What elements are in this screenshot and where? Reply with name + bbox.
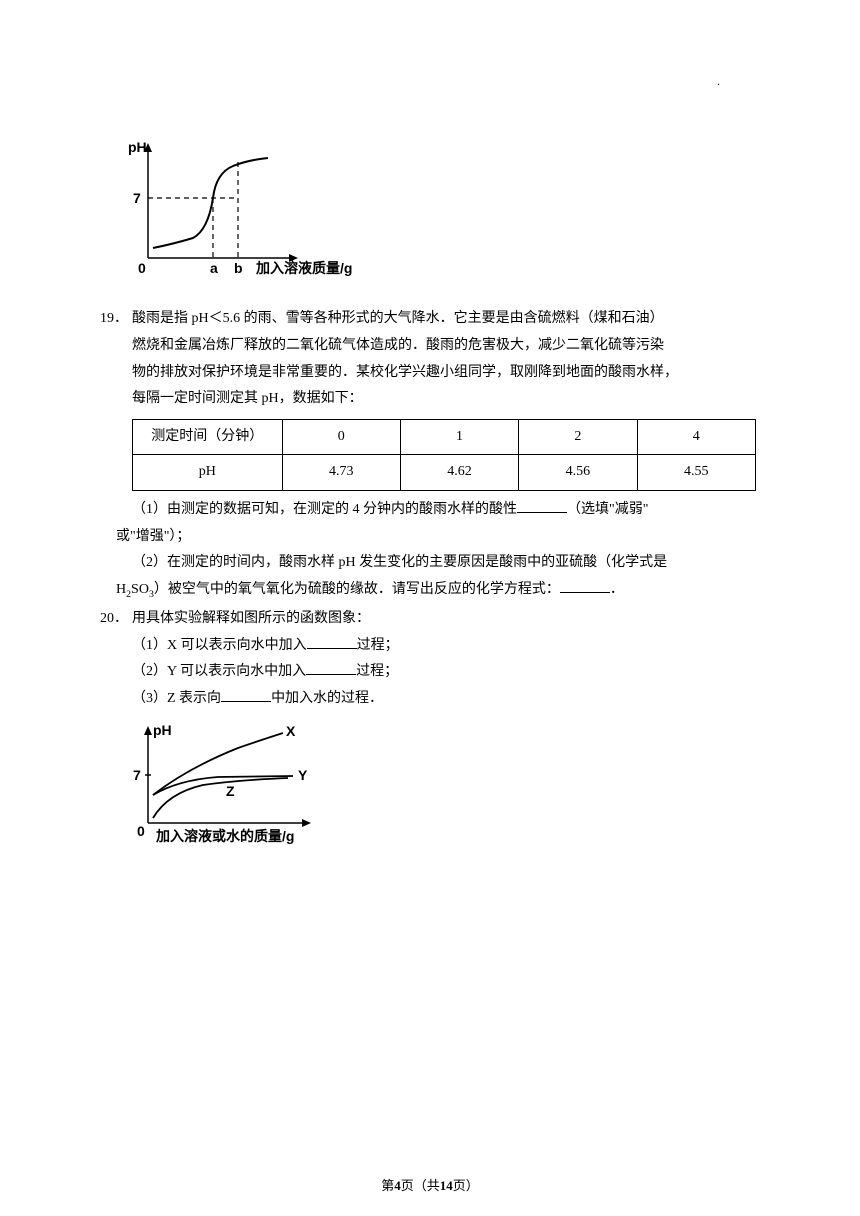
th-2: 2 bbox=[519, 419, 637, 455]
table-header-row: 测定时间（分钟） 0 1 2 4 bbox=[133, 419, 756, 455]
q19-line3: 物的排放对保护环境是非常重要的．某校化学兴趣小组同学，取刚降到地面的酸雨水样， bbox=[100, 360, 760, 387]
td-ph-4: 4.55 bbox=[637, 455, 755, 491]
blank-4[interactable] bbox=[306, 661, 356, 675]
q20-sub3b: 中加入水的过程． bbox=[271, 691, 383, 706]
q20-sub1b: 过程； bbox=[357, 638, 399, 653]
chart2-label-y: Y bbox=[298, 767, 308, 783]
th-time: 测定时间（分钟） bbox=[133, 419, 283, 455]
td-ph-2: 4.56 bbox=[519, 455, 637, 491]
blank-5[interactable] bbox=[221, 688, 271, 702]
chart1-origin: 0 bbox=[138, 260, 146, 276]
ph-time-table: 测定时间（分钟） 0 1 2 4 pH 4.73 4.62 4.56 4.55 bbox=[132, 419, 756, 491]
chart1-xtick-a: a bbox=[210, 260, 218, 276]
h2so3-h: H bbox=[116, 582, 126, 597]
page-dot: . bbox=[100, 70, 760, 93]
chart2-origin: 0 bbox=[137, 823, 145, 839]
chart2-label-z: Z bbox=[226, 783, 235, 799]
table-row: pH 4.73 4.62 4.56 4.55 bbox=[133, 455, 756, 491]
th-4: 4 bbox=[637, 419, 755, 455]
footer-c: 页（共 bbox=[401, 1178, 440, 1193]
page-footer: 第4页（共14页） bbox=[0, 1175, 860, 1194]
q20-sub1: （1）X 可以表示向水中加入 过程； bbox=[100, 633, 760, 660]
q20-sub3a: （3）Z 表示向 bbox=[132, 691, 221, 706]
chart-ph-titration: pH 7 0 a b 加入溶液质量/g bbox=[128, 138, 760, 299]
chart2-ylabel: pH bbox=[153, 723, 172, 738]
q19-line1: 酸雨是指 pH＜5.6 的雨、雪等各种形式的大气降水．它主要是由含硫燃料（煤和石… bbox=[132, 306, 760, 333]
q20-sub1a: （1）X 可以表示向水中加入 bbox=[132, 638, 307, 653]
chart2-label-x: X bbox=[286, 723, 296, 739]
q19-number: 19． bbox=[100, 306, 132, 333]
q20-line1: 用具体实验解释如图所示的函数图象： bbox=[132, 606, 760, 633]
q19-sub1c: 或"增强"）； bbox=[100, 524, 760, 551]
q19-sub2-line2: H2SO3）被空气中的氧气氧化为硫酸的缘故．请写出反应的化学方程式：． bbox=[100, 577, 760, 604]
td-ph-label: pH bbox=[133, 455, 283, 491]
q20-sub2b: 过程； bbox=[356, 664, 398, 679]
th-0: 0 bbox=[282, 419, 400, 455]
q19-sub2c: ）被空气中的氧气氧化为硫酸的缘故．请写出反应的化学方程式： bbox=[154, 582, 560, 597]
td-ph-0: 4.73 bbox=[282, 455, 400, 491]
h2so3-so: SO bbox=[131, 582, 149, 597]
chart1-ytick-7: 7 bbox=[133, 190, 141, 206]
th-1: 1 bbox=[400, 419, 518, 455]
q19-sub1: （1）由测定的数据可知，在测定的 4 分钟内的酸雨水样的酸性 （选填"减弱" bbox=[100, 497, 760, 524]
q19-line4: 每隔一定时间测定其 pH，数据如下： bbox=[100, 386, 760, 413]
chart-ph-curves: pH 7 X Y Z 0 加入溶液或水的质量/g bbox=[128, 723, 760, 864]
blank-2[interactable] bbox=[560, 579, 610, 593]
footer-a: 第 bbox=[381, 1178, 394, 1193]
blank-3[interactable] bbox=[307, 635, 357, 649]
chart1-xtick-b: b bbox=[234, 260, 243, 276]
q19-sub1b: （选填"减弱" bbox=[567, 502, 648, 517]
chart1-xlabel: 加入溶液质量/g bbox=[255, 260, 352, 276]
q20-number: 20． bbox=[100, 606, 132, 633]
blank-1[interactable] bbox=[517, 499, 567, 513]
chart2-xlabel: 加入溶液或水的质量/g bbox=[155, 828, 294, 844]
q20-sub2: （2）Y 可以表示向水中加入 过程； bbox=[100, 659, 760, 686]
q19-line2: 燃烧和金属冶炼厂释放的二氧化硫气体造成的．酸雨的危害极大，减少二氧化硫等污染 bbox=[100, 333, 760, 360]
q20-sub3: （3）Z 表示向 中加入水的过程． bbox=[100, 686, 760, 713]
footer-e: 页） bbox=[453, 1178, 479, 1193]
q19-sub1a: （1）由测定的数据可知，在测定的 4 分钟内的酸雨水样的酸性 bbox=[132, 502, 517, 517]
chart1-ylabel: pH bbox=[128, 139, 147, 155]
chart2-ytick-7: 7 bbox=[133, 767, 141, 783]
q19-sub2d: ． bbox=[610, 582, 624, 597]
footer-d: 14 bbox=[440, 1178, 453, 1193]
q20-sub2a: （2）Y 可以表示向水中加入 bbox=[132, 664, 306, 679]
td-ph-1: 4.62 bbox=[400, 455, 518, 491]
q19-sub2-line1: （2）在测定的时间内，酸雨水样 pH 发生变化的主要原因是酸雨中的亚硫酸（化学式… bbox=[100, 550, 760, 577]
